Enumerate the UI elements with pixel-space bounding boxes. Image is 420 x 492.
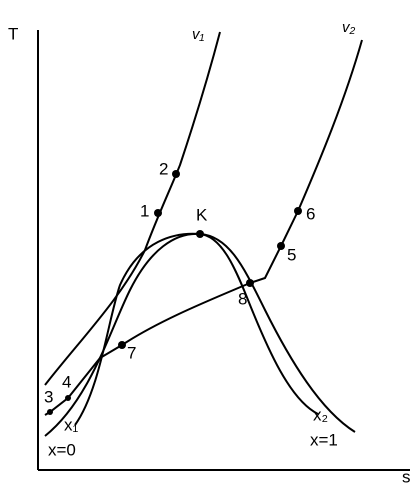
curve-label: x₁ — [64, 415, 79, 434]
v2-curve — [44, 39, 363, 416]
critical-label: K — [196, 205, 208, 224]
x-axis-label: s — [402, 467, 411, 486]
curve-label: x=1 — [310, 430, 338, 449]
curve-label: x₂ — [313, 405, 328, 424]
dome-outer — [44, 232, 356, 437]
y-axis-label: T — [8, 24, 18, 43]
dome-inner — [74, 232, 319, 426]
curve-label: v₁ — [192, 26, 205, 43]
point-label: 2 — [159, 159, 168, 178]
point — [277, 242, 285, 250]
point — [118, 341, 126, 349]
point-label: 1 — [140, 201, 149, 220]
point — [65, 395, 71, 401]
critical-point — [196, 230, 204, 238]
v1-curve — [44, 31, 221, 386]
point — [294, 207, 302, 215]
point — [172, 170, 180, 178]
curve-label: x=0 — [48, 440, 76, 459]
point — [246, 279, 254, 287]
point-label: 8 — [238, 289, 247, 308]
point — [47, 409, 53, 415]
curve-label: v₂ — [342, 19, 356, 36]
point — [154, 209, 162, 217]
point-label: 6 — [306, 204, 315, 223]
point-label: 7 — [127, 343, 136, 362]
point-label: 4 — [62, 372, 71, 391]
point-label: 5 — [287, 245, 296, 264]
point-label: 3 — [44, 387, 53, 406]
